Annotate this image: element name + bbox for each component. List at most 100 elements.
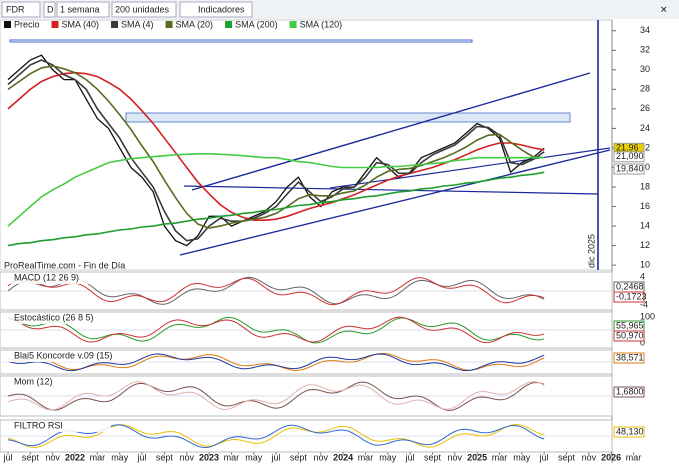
- d-letter: D: [47, 4, 54, 14]
- series-line: [7, 153, 545, 227]
- x-tick-label: sept: [22, 452, 40, 462]
- panel-label: Mom (12): [14, 376, 53, 386]
- readout: 0,2468: [616, 281, 644, 291]
- panel-scale: -4: [640, 299, 648, 309]
- x-tick-label: jul: [405, 452, 415, 462]
- interval-box[interactable]: [56, 1, 110, 18]
- legend-swatch: [111, 21, 119, 28]
- series-line: [7, 171, 545, 247]
- x-tick-label: nov: [179, 452, 194, 462]
- zone: [9, 39, 473, 43]
- units: 200 unidades: [115, 4, 170, 14]
- series-line: [7, 54, 545, 247]
- date-annotation: dic 2025: [586, 234, 596, 268]
- panel-scale: 4: [640, 271, 645, 281]
- readout: 1,6800: [616, 386, 644, 396]
- indicator-line: [7, 277, 545, 306]
- x-tick-label: 2022: [65, 452, 85, 462]
- x-tick-label: jul: [271, 452, 281, 462]
- series-line: [7, 59, 545, 242]
- y-tick-label: 34: [640, 25, 650, 35]
- legend-swatch: [289, 21, 297, 28]
- y-tick-label: 14: [640, 220, 650, 230]
- price-tag-label: 21,96: [616, 143, 639, 153]
- legend-label: SMA (120): [300, 19, 343, 29]
- symbol-box[interactable]: [1, 1, 41, 18]
- readout-box: [613, 386, 645, 398]
- y-tick-label: 10: [640, 259, 650, 269]
- x-tick-label: 2025: [467, 452, 487, 462]
- indicator-line: [7, 316, 545, 344]
- x-tick-label: may: [245, 452, 263, 462]
- series-line: [7, 71, 545, 221]
- legend-label: SMA (40): [62, 19, 100, 29]
- x-tick-label: sept: [424, 452, 442, 462]
- panel-label: MACD (12 26 9): [14, 272, 79, 282]
- y-tick-label: 28: [640, 84, 650, 94]
- price-tag: [613, 163, 645, 175]
- readout-box: [613, 426, 645, 438]
- readout: 38,571: [616, 352, 644, 362]
- d-button[interactable]: [43, 1, 56, 18]
- legend-swatch: [51, 21, 59, 28]
- panel-label: Blai5 Koncorde v.09 (15): [14, 350, 112, 360]
- indicator-line: [7, 381, 545, 411]
- x-tick-label: sept: [156, 452, 174, 462]
- x-tick-label: nov: [448, 452, 463, 462]
- panel-label-bg: [1, 421, 111, 432]
- x-tick-label: jul: [137, 452, 147, 462]
- readout: -0,1723: [616, 291, 647, 301]
- readout-box: [613, 330, 645, 342]
- y-tick-label: 32: [640, 45, 650, 55]
- trend-line: [179, 149, 611, 256]
- x-tick-label: 2023: [199, 452, 219, 462]
- readout: 50,970: [616, 330, 644, 340]
- x-tick-label: nov: [582, 452, 597, 462]
- legend-label: SMA (200): [235, 19, 278, 29]
- x-tick-label: jul: [2, 452, 12, 462]
- legend-swatch: [225, 21, 233, 28]
- indicators-button[interactable]: [179, 1, 253, 18]
- x-tick-label: sept: [558, 452, 576, 462]
- symbol: FDR: [6, 4, 25, 14]
- units-box[interactable]: [111, 1, 177, 18]
- zone: [125, 112, 571, 123]
- indicator-line: [7, 381, 545, 411]
- legend-label: SMA (4): [121, 19, 154, 29]
- x-tick-label: jul: [539, 452, 549, 462]
- x-tick-label: mar: [90, 452, 106, 462]
- readout-box: [613, 352, 645, 364]
- x-tick-label: mar: [224, 452, 240, 462]
- readout-box: [613, 291, 645, 303]
- interval: 1 semana: [60, 4, 100, 14]
- indicator-line: [7, 316, 545, 344]
- series-line: [7, 65, 545, 229]
- legend-swatch: [165, 21, 173, 28]
- indicator-line: [7, 353, 545, 372]
- legend-label: SMA (20): [176, 19, 214, 29]
- panel-label: FILTRO RSI: [14, 420, 63, 430]
- close-button[interactable]: ✕: [660, 4, 668, 14]
- trend-line: [329, 147, 611, 189]
- indicator-line: [7, 276, 545, 305]
- y-tick-label: 30: [640, 64, 650, 74]
- x-tick-label: mar: [626, 452, 642, 462]
- legend-label: Precio: [14, 19, 40, 29]
- indicators: Indicadores: [198, 4, 245, 14]
- y-tick-label: 16: [640, 201, 650, 211]
- panel-label-bg: [1, 313, 111, 324]
- x-tick-label: 2026: [601, 452, 621, 462]
- panel-label-bg: [1, 273, 111, 284]
- x-tick-label: may: [379, 452, 397, 462]
- panel-scale: 0: [640, 337, 645, 347]
- trend-line: [183, 185, 599, 195]
- x-tick-label: nov: [314, 452, 329, 462]
- price-tag: [613, 151, 645, 163]
- y-tick-label: 20: [640, 162, 650, 172]
- x-tick-label: mar: [358, 452, 374, 462]
- y-tick-label: 26: [640, 103, 650, 113]
- x-tick-label: sept: [290, 452, 308, 462]
- x-tick-label: may: [513, 452, 531, 462]
- y-tick-label: 24: [640, 123, 650, 133]
